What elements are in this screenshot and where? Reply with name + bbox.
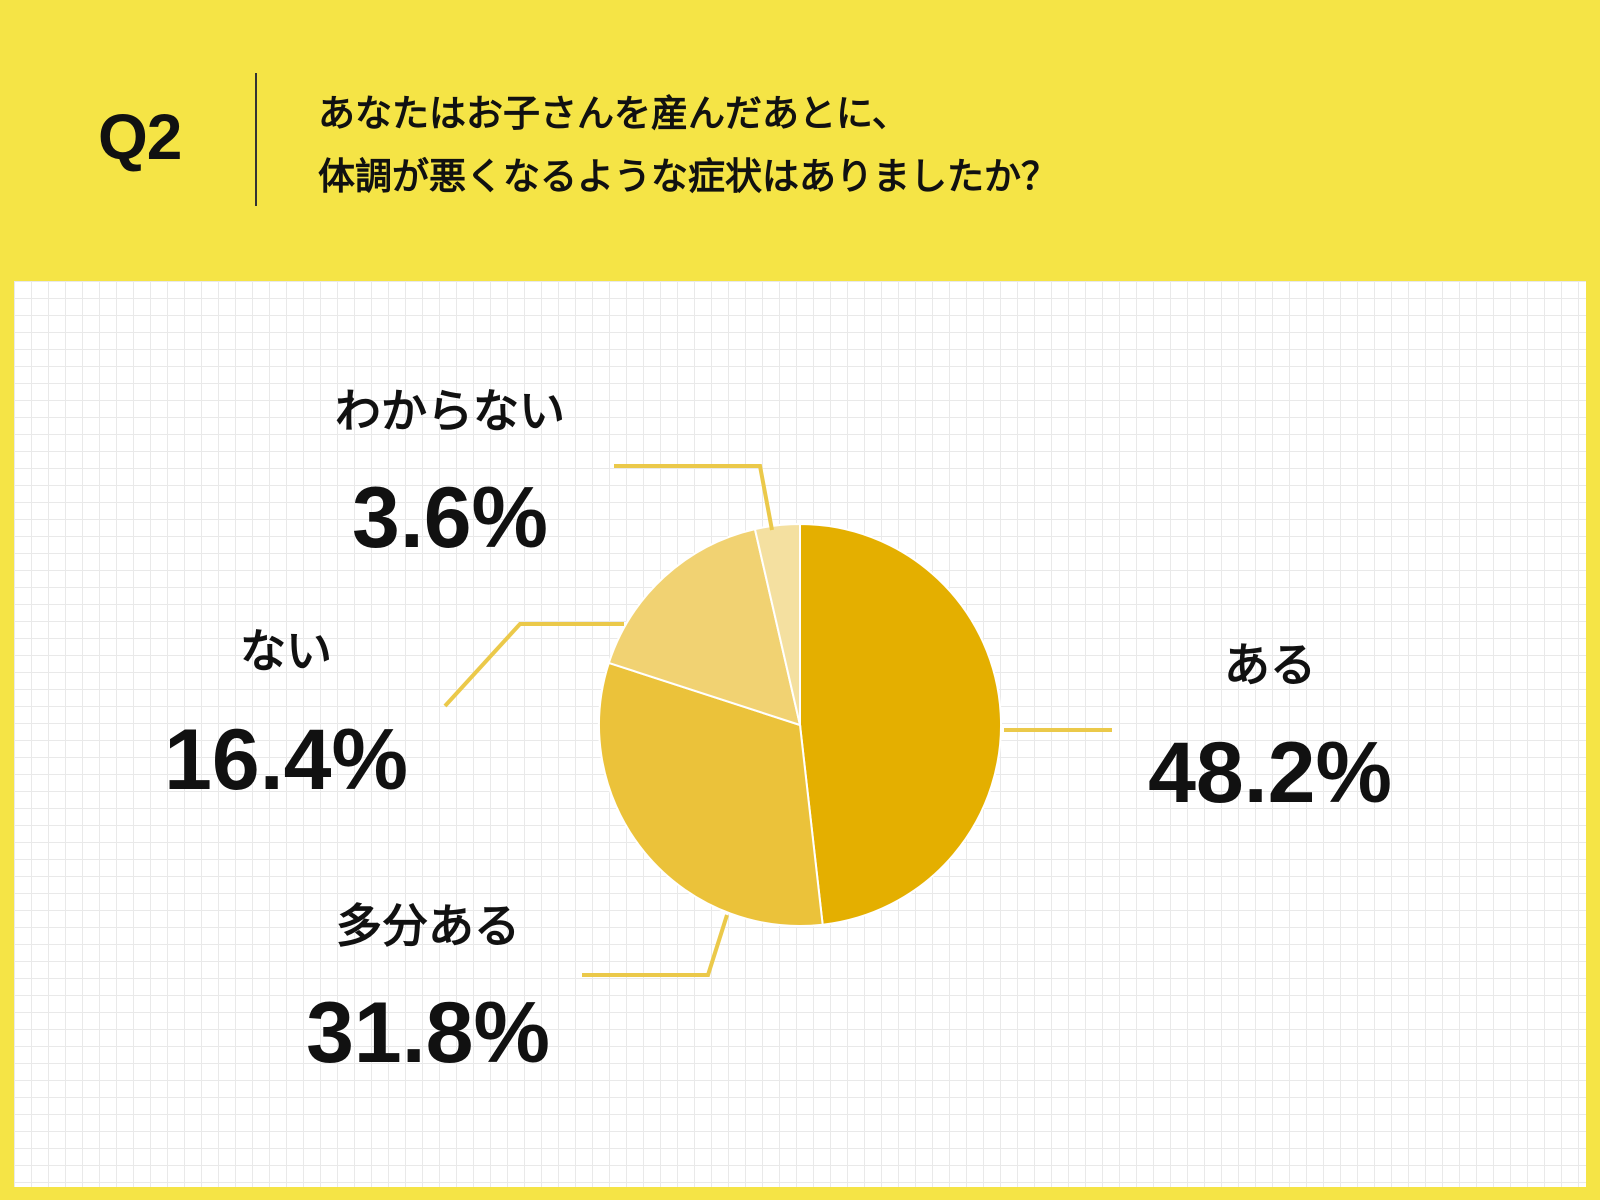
leader-line-nai: [443, 622, 624, 708]
slice-value-aru: 48.2%: [1148, 725, 1392, 821]
pie-slice-2: [598, 661, 824, 928]
leader-line-wakaranai: [614, 464, 774, 531]
slice-label-aru: ある: [1224, 638, 1316, 692]
question-number: Q2: [98, 101, 182, 173]
pie-slices: [598, 522, 1003, 928]
pie-slice-4: [753, 522, 801, 726]
slice-label-tabun-aru: 多分ある: [336, 899, 520, 953]
leader-line-tabun-aru: [582, 914, 729, 977]
question-text-line-1: あなたはお子さんを産んだあとに、: [318, 92, 909, 135]
question-header: Q2 あなたはお子さんを産んだあとに、 体調が悪くなるような症状はありましたか？: [0, 0, 1600, 280]
pie-slice-3: [607, 527, 802, 727]
slice-label-nai: ない: [240, 624, 332, 678]
slice-value-wakaranai: 3.6%: [352, 470, 548, 566]
question-text-line-2: 体調が悪くなるような症状はありましたか？: [318, 155, 1058, 198]
header-divider: [255, 73, 257, 206]
leader-lines: [443, 464, 1112, 977]
slice-value-tabun-aru: 31.8%: [306, 985, 550, 1081]
slice-label-wakaranai: わからない: [335, 384, 565, 438]
slice-value-nai: 16.4%: [164, 712, 408, 808]
pie-slice-1: [799, 522, 1003, 926]
slice-labels: ある 48.2% 多分ある 31.8% ない 16.4% わからない 3.6%: [164, 384, 1392, 1081]
